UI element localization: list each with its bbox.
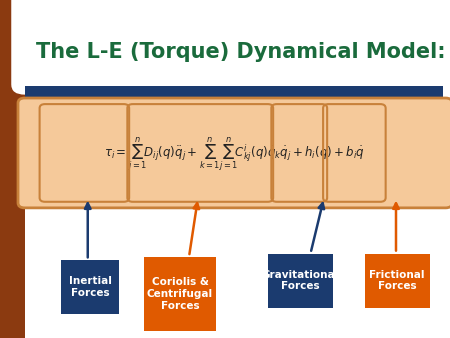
Text: Frictional
Forces: Frictional Forces xyxy=(369,270,425,291)
Text: The L-E (Torque) Dynamical Model:: The L-E (Torque) Dynamical Model: xyxy=(36,42,446,63)
FancyBboxPatch shape xyxy=(364,254,430,308)
FancyBboxPatch shape xyxy=(11,0,126,95)
FancyBboxPatch shape xyxy=(61,260,119,314)
FancyBboxPatch shape xyxy=(144,257,216,331)
Text: Coriolis &
Centrifugal
Forces: Coriolis & Centrifugal Forces xyxy=(147,277,213,311)
Text: Inertial
Forces: Inertial Forces xyxy=(68,276,112,298)
FancyBboxPatch shape xyxy=(25,86,443,101)
FancyBboxPatch shape xyxy=(0,0,25,338)
FancyBboxPatch shape xyxy=(18,98,450,208)
FancyBboxPatch shape xyxy=(268,254,333,308)
Text: $\tau_i = \sum_{j=1}^{n}\! D_{ij}(q)\ddot{q}_j+ \sum_{k=1}^{n}\sum_{j=1}^{n}\! C: $\tau_i = \sum_{j=1}^{n}\! D_{ij}(q)\ddo… xyxy=(104,135,365,172)
Text: Gravitational
Forces: Gravitational Forces xyxy=(262,270,339,291)
FancyBboxPatch shape xyxy=(0,0,112,84)
